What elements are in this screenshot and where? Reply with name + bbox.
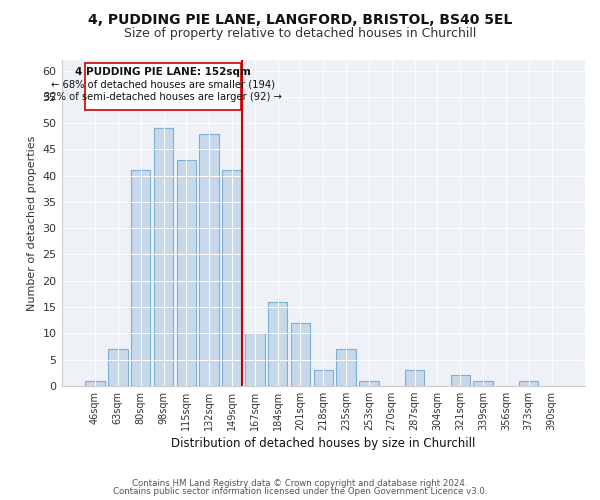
Text: 4 PUDDING PIE LANE: 152sqm: 4 PUDDING PIE LANE: 152sqm — [75, 67, 251, 77]
Text: Size of property relative to detached houses in Churchill: Size of property relative to detached ho… — [124, 28, 476, 40]
Bar — [268, 302, 287, 386]
Bar — [473, 380, 493, 386]
FancyBboxPatch shape — [85, 62, 241, 110]
Bar — [222, 170, 242, 386]
Text: 32% of semi-detached houses are larger (92) →: 32% of semi-detached houses are larger (… — [44, 92, 282, 102]
Bar — [337, 349, 356, 386]
Bar — [405, 370, 424, 386]
Text: ← 68% of detached houses are smaller (194): ← 68% of detached houses are smaller (19… — [51, 80, 275, 90]
Bar — [519, 380, 538, 386]
Bar — [359, 380, 379, 386]
Text: 4, PUDDING PIE LANE, LANGFORD, BRISTOL, BS40 5EL: 4, PUDDING PIE LANE, LANGFORD, BRISTOL, … — [88, 12, 512, 26]
Bar — [154, 128, 173, 386]
Bar — [291, 323, 310, 386]
Bar — [199, 134, 219, 386]
Bar — [451, 376, 470, 386]
Y-axis label: Number of detached properties: Number of detached properties — [27, 135, 37, 310]
Text: Contains public sector information licensed under the Open Government Licence v3: Contains public sector information licen… — [113, 487, 487, 496]
Bar — [176, 160, 196, 386]
Bar — [245, 334, 265, 386]
Bar — [314, 370, 333, 386]
Bar — [131, 170, 151, 386]
Bar — [108, 349, 128, 386]
X-axis label: Distribution of detached houses by size in Churchill: Distribution of detached houses by size … — [171, 437, 475, 450]
Bar — [85, 380, 105, 386]
Text: Contains HM Land Registry data © Crown copyright and database right 2024.: Contains HM Land Registry data © Crown c… — [132, 478, 468, 488]
